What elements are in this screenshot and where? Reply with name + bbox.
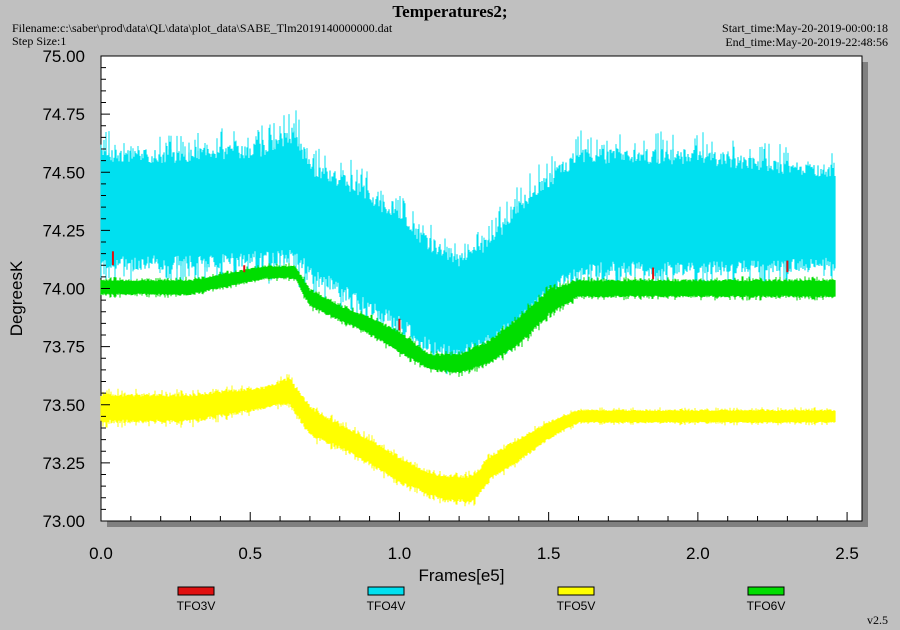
chart-title: Temperatures2; [392, 2, 508, 21]
series-tfo4v-spikes [100, 110, 835, 375]
series-tfo4v [100, 110, 836, 375]
legend-swatch-tfo3v [177, 586, 215, 596]
x-axis-title: Frames[e5] [419, 566, 505, 585]
y-tick-label: 73.00 [42, 512, 85, 531]
series-tfo3v-point [398, 318, 401, 331]
y-tick-label: 75.00 [42, 47, 85, 66]
legend-swatch-tfo5v [557, 586, 595, 596]
series-tfo3v-point [652, 267, 655, 280]
x-tick-label: 0.5 [238, 544, 262, 563]
start-time-label: Start_time:May-20-2019-00:00:18 [722, 21, 888, 35]
y-axis: 73.00 73.25 73.50 73.75 74.00 74.25 74.50 74.75… [42, 47, 110, 531]
series-tfo5v [100, 374, 836, 507]
y-tick-label: 73.75 [42, 338, 85, 357]
legend-label-tfo5v: TFO5V [557, 599, 596, 613]
y-tick-label: 74.25 [42, 221, 85, 240]
series-tfo6v-spikes [105, 263, 833, 377]
y-tick-label: 74.00 [42, 280, 85, 299]
x-tick-label: 2.5 [835, 544, 859, 563]
step-size-label: Step Size:1 [12, 34, 67, 48]
x-tick-label: 1.5 [537, 544, 561, 563]
y-tick-label: 74.50 [42, 163, 85, 182]
y-axis-title: DegreesK [7, 260, 26, 336]
x-tick-label: 2.0 [686, 544, 710, 563]
legend-swatch-tfo4v [367, 586, 405, 596]
x-tick-label: 0.0 [89, 544, 113, 563]
x-axis: 0.0 0.5 1.0 1.5 2.0 2.5 [89, 512, 859, 563]
series-tfo3v-point [786, 260, 789, 273]
series-tfo6v [100, 263, 836, 377]
y-tick-label: 73.25 [42, 454, 85, 473]
series-tfo3v [111, 251, 789, 331]
legend: TFO3V TFO4V TFO5V TFO6V [177, 586, 786, 613]
legend-label-tfo3v: TFO3V [177, 599, 216, 613]
y-tick-label: 74.75 [42, 105, 85, 124]
series-tfo3v-point [243, 265, 246, 273]
series-tfo3v-point [111, 251, 114, 266]
series-tfo5v-spikes [102, 374, 828, 507]
legend-label-tfo6v: TFO6V [747, 599, 786, 613]
legend-label-tfo4v: TFO4V [367, 599, 406, 613]
x-tick-label: 1.0 [388, 544, 412, 563]
legend-swatch-tfo6v [747, 586, 785, 596]
version-label: v2.5 [867, 613, 888, 627]
y-tick-label: 73.50 [42, 396, 85, 415]
end-time-label: End_time:May-20-2019-22:48:56 [725, 35, 888, 49]
filename-label: Filename:c:\saber\prod\data\QL\data\plot… [12, 21, 393, 35]
